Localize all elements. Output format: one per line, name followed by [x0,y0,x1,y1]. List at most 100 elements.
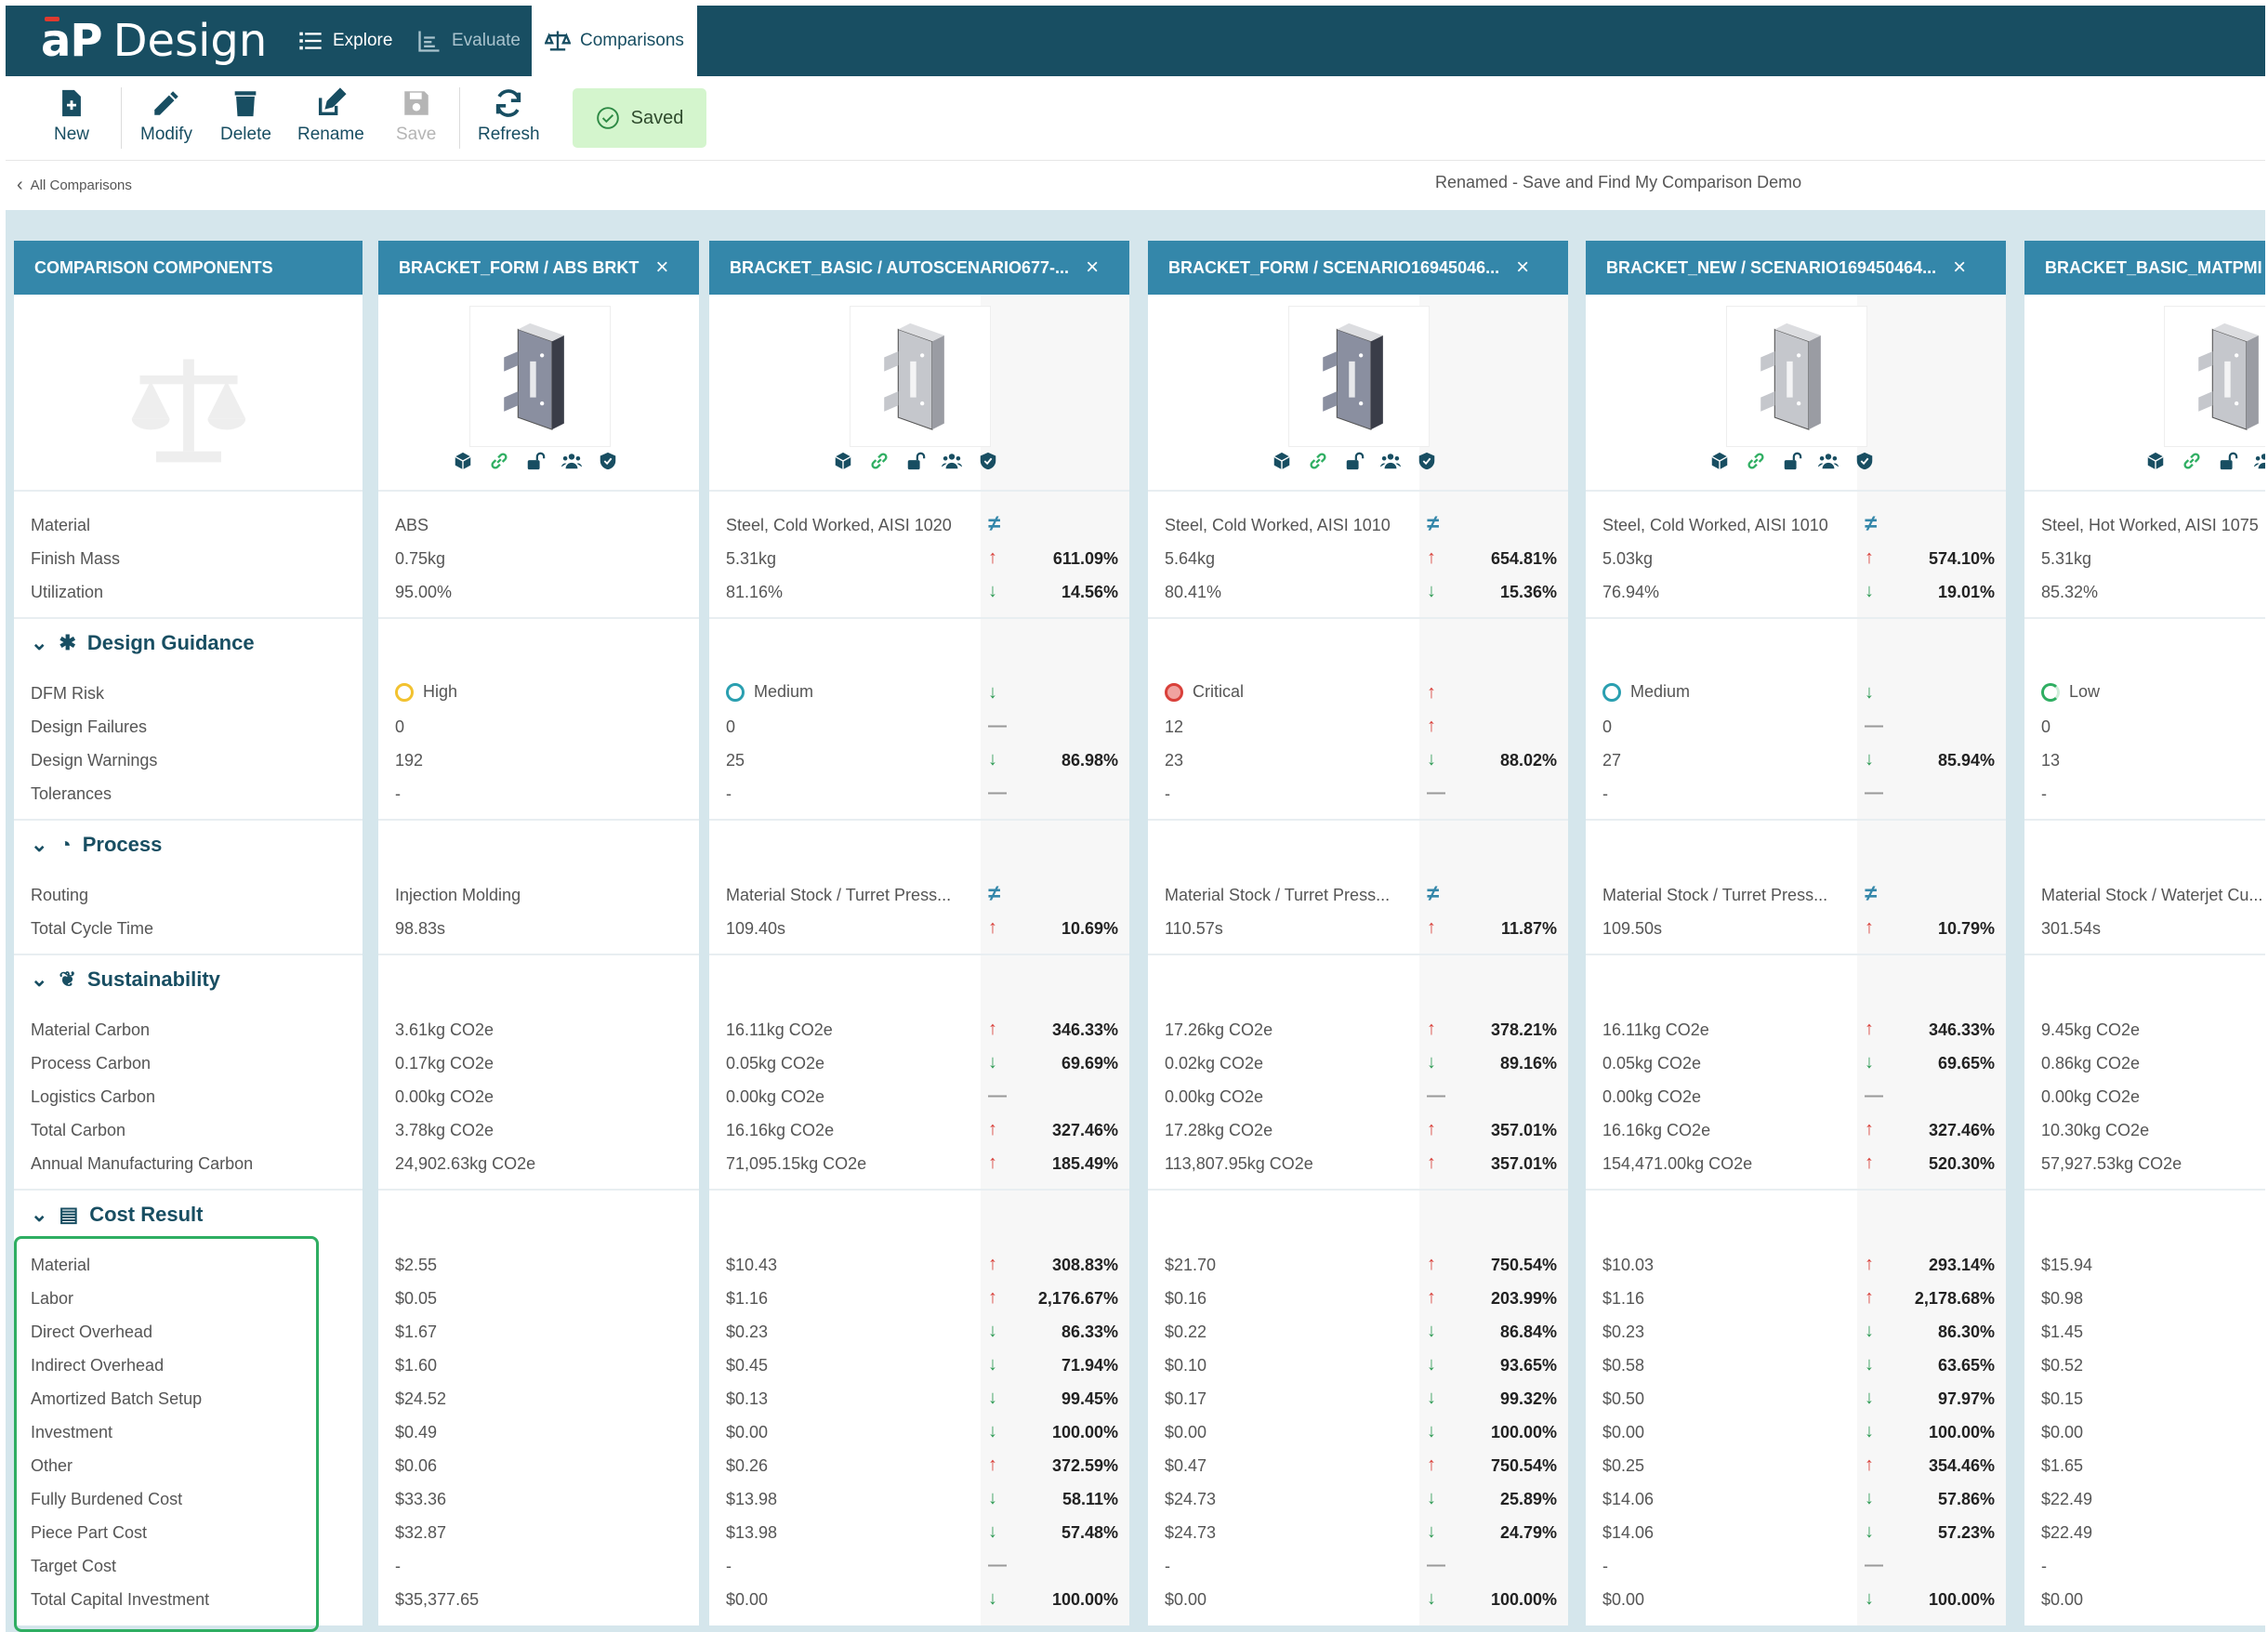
delta-arrow-dn-icon: ↓ [988,1321,997,1341]
cube-icon[interactable] [1272,451,1292,471]
card-title: BRACKET_NEW / SCENARIO169450464... [1606,257,1937,277]
tab-comparisons[interactable]: Comparisons [532,6,697,76]
users-icon[interactable] [942,451,962,471]
balance-scale-icon [131,359,246,463]
users-icon[interactable] [2254,451,2265,471]
cube-icon[interactable] [1709,451,1730,471]
value-c-material: $21.70 [1165,1256,1217,1274]
shield-icon[interactable] [598,451,618,471]
dfm-risk-label: Medium [754,682,814,701]
value-c-other: $0.26 [726,1456,769,1475]
label-cost-indirect-overhead: Indirect Overhead [31,1356,165,1375]
modify-button[interactable]: Modify [140,87,192,145]
delta-arrow-dn-icon: ↓ [1865,1521,1874,1542]
value-design-warnings: 23 [1165,751,1184,770]
part-thumbnail[interactable] [850,306,991,447]
delta-arrow-nc-icon: — [988,716,1007,736]
refresh-button[interactable]: Refresh [478,87,540,145]
section-process[interactable]: ⌄ ◔ Process [31,833,162,857]
shield-icon[interactable] [1854,451,1875,471]
link-icon[interactable] [2182,451,2202,471]
unlock-icon[interactable] [905,451,926,471]
close-icon[interactable]: × [1086,255,1100,280]
tab-comparisons-label: Comparisons [580,31,684,50]
delta-arrow-dn-icon: ↓ [988,1421,997,1441]
delta-percent: 89.16% [1499,1054,1557,1073]
value-c-direct: $0.23 [1602,1323,1645,1341]
shield-icon[interactable] [978,451,998,471]
delta-percent: 15.36% [1499,583,1557,601]
card-title: BRACKET_BASIC_MATPMI [2045,257,2262,277]
label-cost-batch-setup: Amortized Batch Setup [31,1389,203,1408]
cube-icon[interactable] [2145,451,2166,471]
section-sustainability[interactable]: ⌄ ❦ Sustainability [31,967,220,992]
delta-arrow-up-icon: ↑ [1427,1119,1436,1139]
card-title: BRACKET_FORM / ABS BRKT [399,257,640,277]
link-icon[interactable] [1308,451,1328,471]
close-icon[interactable]: × [655,255,669,280]
delta-percent: 750.54% [1490,1256,1557,1274]
part-thumbnail[interactable] [1726,306,1867,447]
link-icon[interactable] [1746,451,1766,471]
divider [2024,490,2265,492]
unlock-icon[interactable] [525,451,546,471]
delta-arrow-dn-icon: ↓ [1427,1321,1436,1341]
comparison-grid: COMPARISON COMPONENTS Material Finish Ma… [6,210,2265,1632]
value-material: Steel, Cold Worked, AISI 1010 [1165,516,1391,534]
cube-icon[interactable] [833,451,853,471]
users-icon[interactable] [1818,451,1839,471]
cost-result-highlight [14,1236,319,1632]
users-icon[interactable] [561,451,582,471]
delta-arrow-dn-icon: ↓ [1865,581,1874,601]
dfm-risk-indicator [395,682,414,702]
part-thumbnail[interactable] [2164,306,2265,447]
divider [14,617,363,619]
delta-arrow-up-icon: ↑ [1865,1254,1874,1274]
unlock-icon[interactable] [1344,451,1365,471]
value-c-invest: $0.49 [395,1423,438,1441]
section-cost-result[interactable]: ⌄ ▤ Cost Result [31,1203,203,1227]
close-icon[interactable]: × [1953,255,1967,280]
part-thumbnail[interactable] [1288,306,1430,447]
delta-percent: 25.89% [1499,1490,1557,1508]
shield-icon[interactable] [1417,451,1437,471]
save-button[interactable]: Save [396,87,436,145]
delta-arrow-dn-icon: ↓ [1427,1052,1436,1073]
close-icon[interactable]: × [1516,255,1530,280]
section-design-guidance[interactable]: ⌄ ✱ Design Guidance [31,631,255,655]
delta-arrow-dn-icon: ↓ [1865,1052,1874,1073]
users-icon[interactable] [1380,451,1401,471]
value-material: Steel, Hot Worked, AISI 1075 [2041,516,2259,534]
value-total-cycle-time: 301.54s [2041,919,2102,938]
divider [378,819,699,821]
part-thumbnail[interactable] [469,306,611,447]
tab-explore[interactable]: Explore [297,6,392,76]
label-cost-material: Material [31,1256,91,1274]
asterisk-icon: ✱ [59,631,76,654]
link-icon[interactable] [869,451,890,471]
cube-icon[interactable] [453,451,473,471]
value-total-cycle-time: 109.40s [726,919,786,938]
divider [1586,819,2006,821]
delta-percent: 10.79% [1937,919,1995,938]
value-c-tci: $0.00 [2041,1590,2084,1609]
rename-button[interactable]: Rename [297,87,364,145]
unlock-icon[interactable] [2218,451,2238,471]
delta-percent: 357.01% [1490,1121,1557,1139]
app-logo[interactable]: aP Design [41,15,267,67]
unlock-icon[interactable] [1782,451,1802,471]
value-material: ABS [395,516,429,534]
delta-percent: 99.45% [1061,1389,1118,1408]
link-icon[interactable] [489,451,509,471]
delete-button[interactable]: Delete [220,87,271,145]
value-c-fbc: $13.98 [726,1490,778,1508]
all-comparisons-link[interactable]: ‹ All Comparisons [17,175,132,196]
value-finish-mass: 5.31kg [2041,549,2092,568]
value-material-carbon: 17.26kg CO2e [1165,1020,1273,1039]
new-button[interactable]: New [54,87,89,145]
value-c-other: $0.25 [1602,1456,1645,1475]
tab-evaluate[interactable]: Evaluate [416,6,521,76]
delta-arrow-nc-icon: — [988,1086,1007,1106]
value-c-other: $0.06 [395,1456,438,1475]
label-cost-labor: Labor [31,1289,74,1308]
